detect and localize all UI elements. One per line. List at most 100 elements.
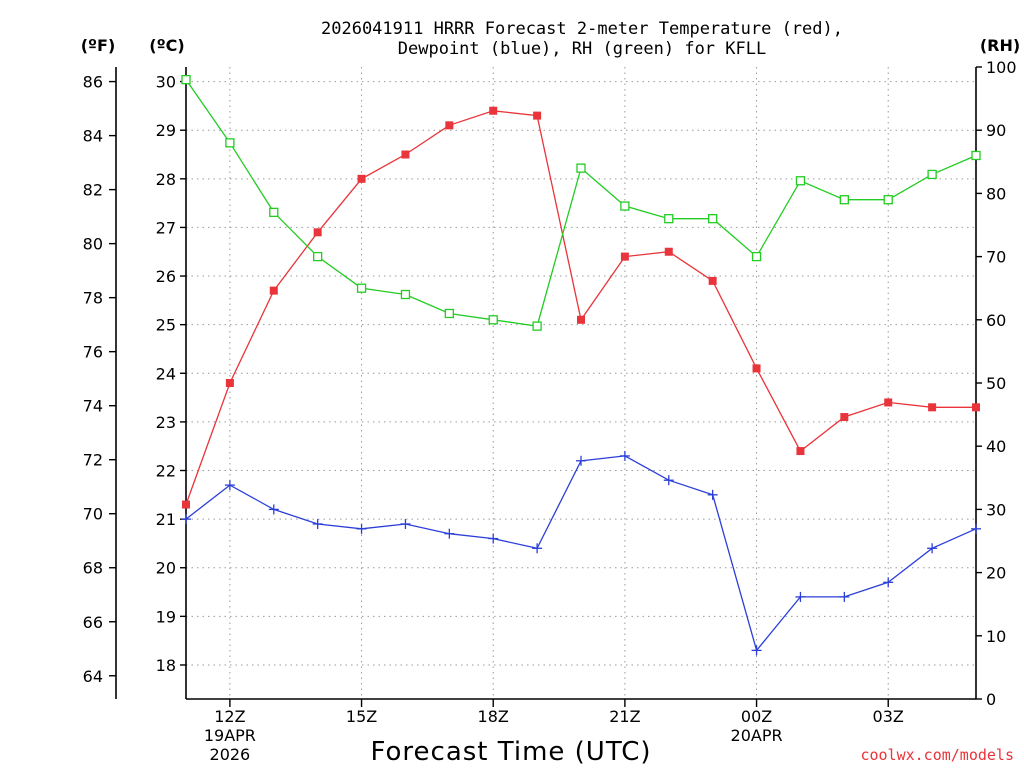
dewpoint-point-28 (927, 543, 938, 554)
temperature-point-29 (972, 403, 980, 412)
x-tick-label-12Z: 12Z (214, 707, 245, 726)
rh-tick-label-100: 100 (986, 58, 1017, 77)
x-axis-title: Forecast Time (UTC) (370, 737, 651, 767)
x-tick-label-00Z: 00Z (741, 707, 772, 726)
chart-title-line-2: Dewpoint (blue), RH (green) for KFLL (398, 39, 766, 59)
celsius-tick-label-28: 28 (156, 170, 176, 189)
axes (109, 66, 982, 707)
rh-point-14 (313, 251, 323, 262)
rh-point-23 (708, 214, 718, 224)
temperature-point-12 (225, 379, 234, 387)
celsius-tick-label-21: 21 (156, 510, 176, 529)
temperature-point-11 (182, 500, 190, 509)
fahrenheit-tick-label-74: 74 (83, 397, 103, 416)
temperature-point-23 (708, 276, 717, 285)
dewpoint-point-26 (839, 591, 850, 602)
celsius-tick-label-20: 20 (156, 559, 176, 578)
fahrenheit-tick-label-72: 72 (83, 451, 103, 470)
credit-link[interactable]: coolwx.com/models (860, 746, 1014, 764)
fahrenheit-tick-label-76: 76 (83, 343, 103, 362)
fahrenheit-tick-label-80: 80 (83, 235, 103, 254)
rh-point-18 (488, 315, 498, 325)
x-tick-date-12Z: 19APR (204, 726, 256, 745)
fahrenheit-tick-label-66: 66 (83, 613, 103, 632)
dewpoint-point-12 (224, 480, 235, 491)
temperature-point-21 (620, 252, 629, 261)
rh-tick-label-90: 90 (986, 121, 1006, 140)
fahrenheit-tick-label-64: 64 (83, 667, 103, 686)
rh-tick-label-30: 30 (986, 500, 1006, 519)
fahrenheit-tick-label-68: 68 (83, 559, 103, 578)
dewpoint-point-23 (707, 489, 718, 500)
rh-point-16 (400, 289, 411, 300)
temperature-point-16 (401, 150, 410, 159)
dewpoint-point-13 (268, 504, 279, 515)
rh-point-13 (269, 207, 279, 218)
celsius-tick-label-25: 25 (156, 316, 176, 335)
rh-point-26 (839, 195, 849, 205)
celsius-tick-label-30: 30 (156, 73, 176, 92)
temperature-point-28 (928, 403, 937, 412)
dewpoint-line (185, 455, 977, 652)
temperature-point-17 (445, 121, 454, 130)
chart-title-line-1: 2026041911 HRRR Forecast 2-meter Tempera… (321, 19, 843, 39)
x-tick-label-21Z: 21Z (609, 707, 640, 726)
rh-point-17 (444, 308, 454, 319)
dewpoint-point-29 (971, 523, 981, 534)
fahrenheit-tick-label-70: 70 (83, 505, 103, 524)
dewpoint-point-16 (400, 518, 411, 529)
temperature-point-18 (489, 106, 498, 115)
rh-tick-label-50: 50 (986, 374, 1006, 393)
rh-tick-label-80: 80 (986, 184, 1006, 203)
rh-tick-label-70: 70 (986, 248, 1006, 267)
celsius-tick-label-22: 22 (156, 462, 176, 481)
grid-lines (186, 67, 976, 699)
rh-point-27 (883, 195, 893, 205)
dewpoint-point-25 (795, 591, 806, 602)
tick-labels: 18 19 20 21 22 23 24 25 26 27 28 29 30 64 66 68 70 72 74 76… (83, 58, 1017, 764)
fahrenheit-tick-label-84: 84 (83, 127, 103, 146)
celsius-tick-label-27: 27 (156, 218, 176, 237)
rh-line (185, 79, 977, 327)
dewpoint-point-27 (883, 577, 894, 588)
rh-point-21 (620, 201, 630, 211)
fahrenheit-tick-label-78: 78 (83, 289, 103, 308)
temperature-point-13 (269, 286, 278, 295)
temperature-series (182, 106, 980, 509)
celsius-tick-label-23: 23 (156, 413, 176, 432)
rh-unit-label: (RH) (980, 36, 1020, 55)
fahrenheit-tick-label-82: 82 (83, 181, 103, 200)
dewpoint-point-17 (444, 528, 455, 539)
dewpoint-point-14 (312, 518, 323, 529)
celsius-tick-label-24: 24 (156, 364, 176, 383)
rh-point-29 (971, 150, 981, 161)
celsius-tick-label-19: 19 (156, 607, 176, 626)
fahrenheit-tick-label-86: 86 (83, 73, 103, 92)
temperature-point-27 (884, 398, 893, 407)
temperature-point-20 (577, 315, 585, 324)
dewpoint-point-21 (619, 450, 630, 461)
temperature-point-15 (357, 174, 366, 183)
celsius-tick-label-18: 18 (156, 656, 176, 675)
temperature-point-25 (796, 447, 805, 456)
dewpoint-point-18 (488, 533, 499, 544)
dewpoint-point-20 (576, 455, 586, 466)
celsius-tick-label-29: 29 (156, 121, 176, 140)
rh-point-19 (532, 321, 542, 331)
rh-point-25 (795, 176, 806, 186)
temperature-point-22 (664, 247, 673, 256)
rh-tick-label-40: 40 (986, 437, 1006, 456)
x-tick-label-03Z: 03Z (873, 707, 904, 726)
dewpoint-point-22 (663, 475, 674, 486)
rh-point-28 (927, 169, 937, 180)
x-tick-label-18Z: 18Z (478, 707, 509, 726)
rh-point-12 (225, 138, 235, 148)
celsius-unit-label: (ºC) (149, 36, 184, 55)
rh-point-20 (576, 163, 586, 173)
dewpoint-point-11 (181, 514, 191, 525)
temperature-point-26 (840, 413, 849, 422)
rh-point-22 (664, 214, 674, 224)
rh-point-24 (751, 251, 762, 262)
x-tick-date-00Z: 20APR (731, 726, 783, 745)
